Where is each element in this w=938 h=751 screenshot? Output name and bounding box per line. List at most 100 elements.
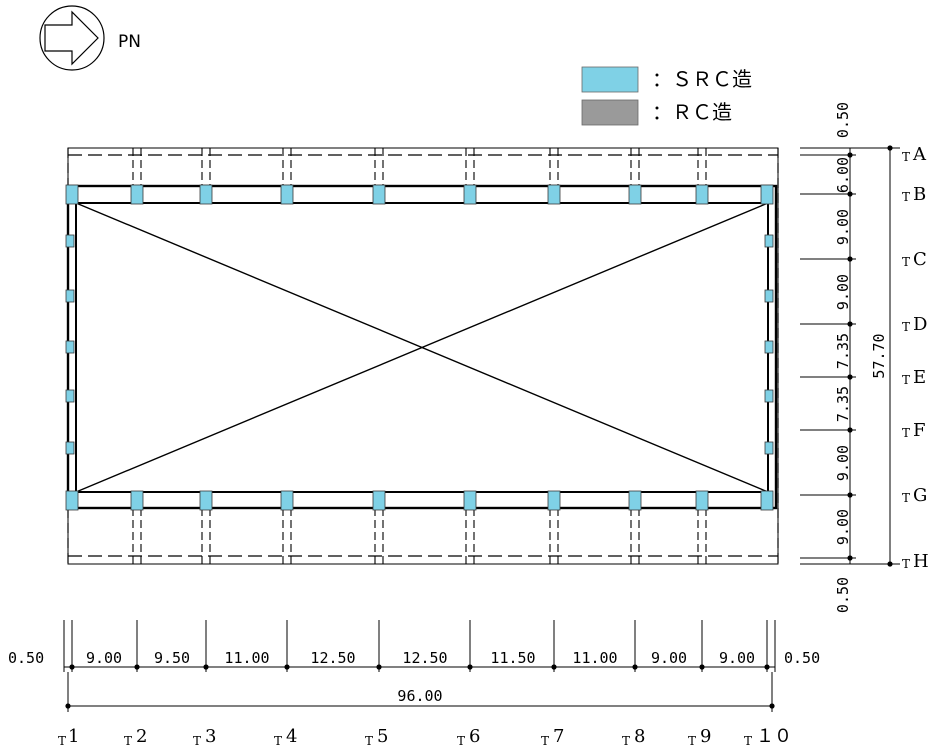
bottom-dim-dot: [467, 664, 473, 670]
bottom-dim-dot: [69, 664, 75, 670]
column-src-top: [547, 184, 561, 205]
right-dot-d: [847, 321, 853, 327]
col-prefix: T: [193, 734, 201, 748]
bottom-dim-dot: [284, 664, 290, 670]
plan-body: [66, 147, 779, 565]
col-prefix: T: [622, 734, 630, 748]
bottom-dim-labels: 0.50 9.00 9.50 11.00 12.50 12.50 11.50 1…: [8, 649, 820, 705]
bottom-dimensions: [63, 620, 776, 712]
bottom-dim-6: 11.50: [490, 649, 535, 667]
north-arrow-circle: [39, 5, 105, 71]
north-arrow: PN: [39, 5, 141, 71]
north-arrow-icon: [44, 10, 99, 66]
legend-swatch-rc: [581, 99, 639, 126]
legend: ：ＳＲＣ造 ：ＲＣ造: [581, 66, 752, 126]
column-src-bottom: [760, 490, 774, 511]
right-dot-b: [847, 191, 853, 197]
column-src-bottom: [280, 490, 294, 511]
right-dot-h: [847, 555, 853, 561]
column-src-bottom: [628, 490, 642, 511]
bottom-dim-dot: [551, 664, 557, 670]
row-prefix: T: [902, 255, 910, 269]
bottom-dim-dot: [376, 664, 382, 670]
column-src-top: [199, 184, 213, 205]
row-letter: D: [913, 314, 927, 335]
column-src-top: [372, 184, 386, 205]
column-src-bottom: [463, 490, 477, 511]
right-dot-g: [847, 492, 853, 498]
column-src-side-right: [764, 340, 774, 354]
row-prefix: T: [902, 150, 910, 164]
right-dim-4: 7.35: [834, 333, 852, 369]
right-dim-7: 9.00: [834, 509, 852, 545]
col-number: 9: [700, 726, 711, 747]
column-src-side-left: [65, 234, 75, 248]
column-src-top: [280, 184, 294, 205]
column-src-bottom: [130, 490, 144, 511]
right-dim-3: 9.00: [834, 274, 852, 310]
right-dim-total: 57.70: [870, 333, 888, 378]
right-dim-1: 6.00: [834, 157, 852, 193]
bottom-dim-dot: [134, 664, 140, 670]
right-dim-top-margin: 0.50: [834, 102, 852, 138]
column-src-side-right: [764, 289, 774, 303]
bottom-dim-3: 11.00: [224, 649, 269, 667]
north-label: PN: [118, 32, 141, 52]
bottom-dim-right-margin: 0.50: [784, 649, 820, 667]
col-number: 6: [469, 726, 480, 747]
col-number: 8: [634, 726, 645, 747]
col-prefix: T: [365, 734, 373, 748]
right-dim-bottom-margin: 0.50: [834, 577, 852, 613]
row-prefix: T: [902, 373, 910, 387]
row-prefix: T: [902, 190, 910, 204]
col-prefix: T: [744, 734, 752, 748]
column-src-top: [628, 184, 642, 205]
row-letter: F: [913, 420, 926, 441]
right-dimensions: 0.50 6.00 9.00 9.00 7.35 7.35 9.00 9.00 …: [800, 102, 900, 613]
col-prefix: T: [274, 734, 282, 748]
column-src-bottom: [372, 490, 386, 511]
col-prefix: T: [541, 734, 549, 748]
bottom-dim-dot: [764, 664, 770, 670]
column-src-side-right: [764, 389, 774, 403]
brace-diagonal-2: [75, 202, 769, 493]
column-src-side-right: [764, 441, 774, 455]
row-letter: G: [913, 485, 927, 506]
column-src-bottom: [695, 490, 709, 511]
row-letter: B: [913, 184, 926, 205]
col-prefix: T: [457, 734, 465, 748]
row-prefix: T: [902, 426, 910, 440]
column-stubs: [67, 148, 779, 564]
column-src-side-right: [764, 234, 774, 248]
legend-label-rc: ：ＲＣ造: [652, 100, 732, 124]
column-src-bottom: [547, 490, 561, 511]
bottom-dim-dot: [203, 664, 209, 670]
bottom-dim-dot: [632, 664, 638, 670]
right-dim-6: 9.00: [834, 445, 852, 481]
column-src-top: [760, 184, 774, 205]
bottom-dim-9: 9.00: [719, 649, 755, 667]
bottom-dim-2: 9.50: [154, 649, 190, 667]
row-prefix: T: [902, 557, 910, 571]
row-prefix: T: [902, 491, 910, 505]
column-src-top: [130, 184, 144, 205]
col-label-10: T １０: [744, 726, 792, 748]
col-number: 2: [136, 726, 147, 747]
column-src-side-left: [65, 340, 75, 354]
bottom-dim-5: 12.50: [402, 649, 447, 667]
col-prefix: T: [688, 734, 696, 748]
column-src-top: [463, 184, 477, 205]
